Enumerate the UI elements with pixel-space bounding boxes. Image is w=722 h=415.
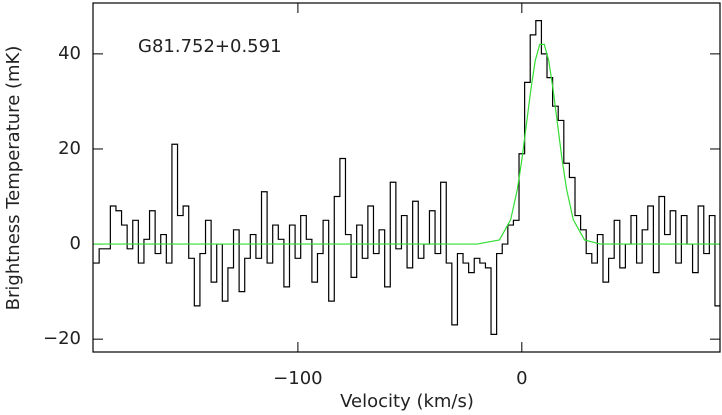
y-tick-label: −20 <box>43 328 81 349</box>
x-tick-label: −100 <box>273 368 322 389</box>
y-tick-label: 20 <box>58 138 81 159</box>
plot-frame <box>92 2 721 353</box>
x-axis-label: Velocity (km/s) <box>340 391 474 412</box>
fit-line <box>93 43 720 245</box>
y-tick-label: 40 <box>58 43 81 64</box>
y-axis-label: Brightness Temperature (mK) <box>3 46 24 311</box>
y-tick-label: 0 <box>70 233 81 254</box>
x-tick-label: 0 <box>516 368 527 389</box>
annotation: G81.752+0.591 <box>138 36 282 57</box>
spectrum <box>93 19 721 336</box>
